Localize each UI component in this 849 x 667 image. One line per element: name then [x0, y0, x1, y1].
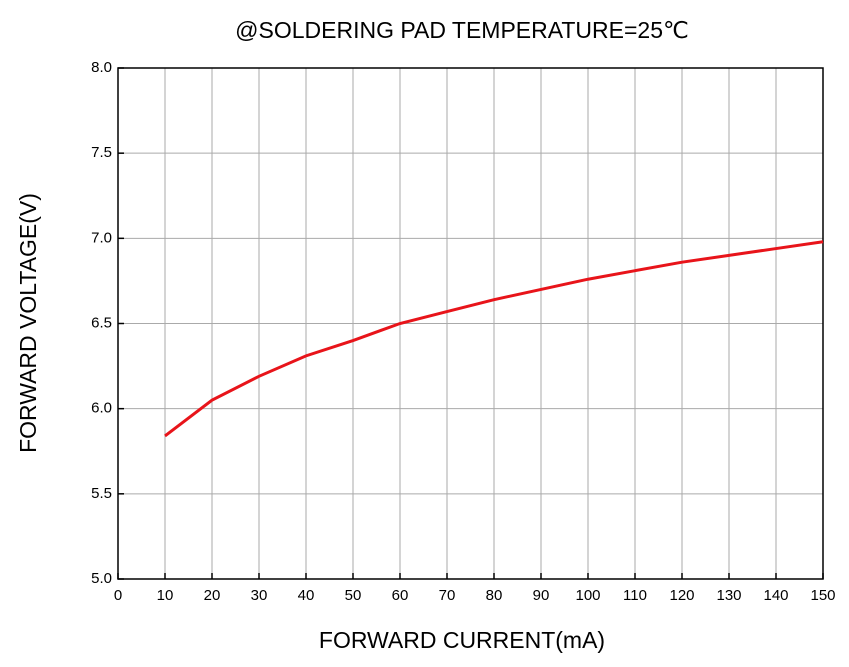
x-tick-label: 80: [486, 587, 503, 604]
x-tick-label: 30: [251, 587, 268, 604]
y-tick-label: 7.0: [91, 229, 112, 246]
x-tick-label: 100: [575, 587, 600, 604]
y-tick-label: 6.5: [91, 314, 112, 331]
y-axis-label: FORWARD VOLTAGE(V): [15, 193, 41, 453]
y-tick-label: 8.0: [91, 59, 112, 76]
x-tick-label: 40: [298, 587, 315, 604]
x-tick-label: 90: [533, 587, 550, 604]
y-tick-label: 7.5: [91, 144, 112, 161]
y-tick-label: 6.0: [91, 400, 112, 417]
plot-frame: [117, 67, 824, 580]
x-tick-label: 0: [114, 587, 122, 604]
x-tick-label: 70: [439, 587, 456, 604]
x-tick-label: 110: [623, 587, 647, 604]
x-tick-label: 20: [204, 587, 221, 604]
x-tick-label: 10: [157, 587, 174, 604]
x-tick-label: 60: [392, 587, 409, 604]
x-tick-label: 50: [345, 587, 362, 604]
y-tick-label: 5.0: [91, 570, 112, 587]
x-axis-label: FORWARD CURRENT(mA): [319, 627, 605, 653]
x-tick-label: 150: [810, 587, 835, 604]
x-tick-label: 130: [716, 587, 741, 604]
x-tick-label: 120: [669, 587, 694, 604]
chart-title: @SOLDERING PAD TEMPERATURE=25℃: [235, 17, 689, 43]
data-line: [164, 240, 824, 438]
y-tick-label: 5.5: [91, 485, 112, 502]
x-tick-label: 140: [763, 587, 788, 604]
